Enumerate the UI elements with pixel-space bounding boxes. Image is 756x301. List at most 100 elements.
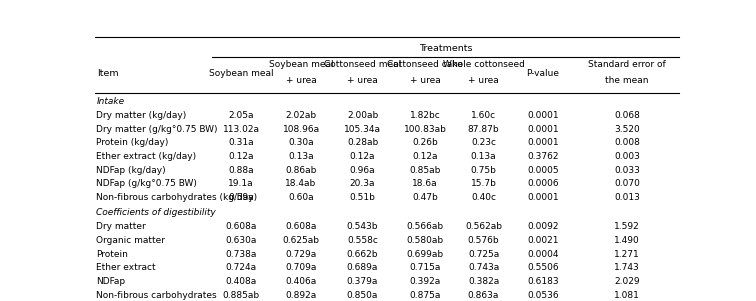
Text: 100.83ab: 100.83ab — [404, 125, 446, 134]
Text: NDFap (g/kg°0.75 BW): NDFap (g/kg°0.75 BW) — [96, 179, 197, 188]
Text: Treatments: Treatments — [419, 44, 472, 53]
Text: 0.28ab: 0.28ab — [347, 138, 378, 147]
Text: 0.850a: 0.850a — [347, 291, 378, 300]
Text: 18.6a: 18.6a — [412, 179, 438, 188]
Text: 0.0005: 0.0005 — [527, 166, 559, 175]
Text: 0.6183: 0.6183 — [527, 277, 559, 286]
Text: 0.26b: 0.26b — [412, 138, 438, 147]
Text: Soybean meal: Soybean meal — [268, 60, 333, 69]
Text: 0.406a: 0.406a — [286, 277, 317, 286]
Text: 108.96a: 108.96a — [283, 125, 320, 134]
Text: Item: Item — [98, 69, 119, 78]
Text: 0.40c: 0.40c — [471, 193, 496, 202]
Text: Standard error of: Standard error of — [588, 60, 666, 69]
Text: 0.662b: 0.662b — [347, 250, 378, 259]
Text: 113.02a: 113.02a — [222, 125, 259, 134]
Text: Non-fibrous carbohydrates: Non-fibrous carbohydrates — [96, 291, 217, 300]
Text: 0.008: 0.008 — [614, 138, 640, 147]
Text: Non-fibrous carbohydrates (kg/day): Non-fibrous carbohydrates (kg/day) — [96, 193, 257, 202]
Text: 0.625ab: 0.625ab — [283, 236, 320, 245]
Text: 0.743a: 0.743a — [468, 263, 499, 272]
Text: NDFap (kg/day): NDFap (kg/day) — [96, 166, 166, 175]
Text: Protein (kg/day): Protein (kg/day) — [96, 138, 169, 147]
Text: 0.31a: 0.31a — [228, 138, 254, 147]
Text: 0.382a: 0.382a — [468, 277, 499, 286]
Text: 0.608a: 0.608a — [285, 222, 317, 231]
Text: 1.743: 1.743 — [614, 263, 640, 272]
Text: NDFap: NDFap — [96, 277, 125, 286]
Text: 0.59a: 0.59a — [228, 193, 254, 202]
Text: 0.23c: 0.23c — [471, 138, 496, 147]
Text: P-value: P-value — [526, 69, 559, 78]
Text: 0.608a: 0.608a — [225, 222, 257, 231]
Text: 1.82bc: 1.82bc — [410, 111, 440, 120]
Text: 105.34a: 105.34a — [344, 125, 381, 134]
Text: 0.724a: 0.724a — [225, 263, 256, 272]
Text: 0.576b: 0.576b — [468, 236, 500, 245]
Text: 0.875a: 0.875a — [409, 291, 441, 300]
Text: 0.580ab: 0.580ab — [407, 236, 444, 245]
Text: 0.543b: 0.543b — [347, 222, 378, 231]
Text: 0.0092: 0.0092 — [527, 222, 559, 231]
Text: + urea: + urea — [410, 76, 440, 85]
Text: 0.13a: 0.13a — [288, 152, 314, 161]
Text: 0.725a: 0.725a — [468, 250, 499, 259]
Text: 87.87b: 87.87b — [468, 125, 500, 134]
Text: 0.60a: 0.60a — [288, 193, 314, 202]
Text: 2.02ab: 2.02ab — [286, 111, 317, 120]
Text: Protein: Protein — [96, 250, 128, 259]
Text: + urea: + urea — [468, 76, 499, 85]
Text: 0.13a: 0.13a — [471, 152, 497, 161]
Text: 0.558c: 0.558c — [347, 236, 378, 245]
Text: 0.0001: 0.0001 — [527, 111, 559, 120]
Text: 0.85ab: 0.85ab — [409, 166, 441, 175]
Text: 0.033: 0.033 — [614, 166, 640, 175]
Text: 0.070: 0.070 — [614, 179, 640, 188]
Text: Dry matter: Dry matter — [96, 222, 146, 231]
Text: 0.0004: 0.0004 — [527, 250, 559, 259]
Text: 18.4ab: 18.4ab — [286, 179, 317, 188]
Text: 0.0021: 0.0021 — [527, 236, 559, 245]
Text: 19.1a: 19.1a — [228, 179, 254, 188]
Text: 0.630a: 0.630a — [225, 236, 257, 245]
Text: 0.51b: 0.51b — [349, 193, 376, 202]
Text: 0.0001: 0.0001 — [527, 193, 559, 202]
Text: 0.5506: 0.5506 — [527, 263, 559, 272]
Text: 2.00ab: 2.00ab — [347, 111, 378, 120]
Text: Dry matter (g/kg°0.75 BW): Dry matter (g/kg°0.75 BW) — [96, 125, 218, 134]
Text: + urea: + urea — [347, 76, 378, 85]
Text: 0.729a: 0.729a — [286, 250, 317, 259]
Text: 1.081: 1.081 — [614, 291, 640, 300]
Text: 0.013: 0.013 — [614, 193, 640, 202]
Text: 0.3762: 0.3762 — [527, 152, 559, 161]
Text: Soybean meal: Soybean meal — [209, 69, 273, 78]
Text: 1.60c: 1.60c — [471, 111, 496, 120]
Text: 0.0536: 0.0536 — [527, 291, 559, 300]
Text: 15.7b: 15.7b — [470, 179, 497, 188]
Text: 0.96a: 0.96a — [350, 166, 376, 175]
Text: 0.699ab: 0.699ab — [407, 250, 444, 259]
Text: 1.592: 1.592 — [614, 222, 640, 231]
Text: the mean: the mean — [606, 76, 649, 85]
Text: 0.0001: 0.0001 — [527, 138, 559, 147]
Text: 0.75b: 0.75b — [470, 166, 497, 175]
Text: 0.863a: 0.863a — [468, 291, 499, 300]
Text: 2.029: 2.029 — [615, 277, 640, 286]
Text: 0.12a: 0.12a — [228, 152, 254, 161]
Text: 0.392a: 0.392a — [409, 277, 441, 286]
Text: 0.885ab: 0.885ab — [222, 291, 259, 300]
Text: 0.379a: 0.379a — [347, 277, 378, 286]
Text: Ether extract (kg/day): Ether extract (kg/day) — [96, 152, 197, 161]
Text: 0.408a: 0.408a — [225, 277, 256, 286]
Text: 0.566ab: 0.566ab — [407, 222, 444, 231]
Text: 0.562ab: 0.562ab — [465, 222, 502, 231]
Text: 0.0001: 0.0001 — [527, 125, 559, 134]
Text: 0.12a: 0.12a — [412, 152, 438, 161]
Text: 0.0006: 0.0006 — [527, 179, 559, 188]
Text: 3.520: 3.520 — [614, 125, 640, 134]
Text: 0.86ab: 0.86ab — [285, 166, 317, 175]
Text: Whole cottonseed: Whole cottonseed — [442, 60, 525, 69]
Text: 0.892a: 0.892a — [286, 291, 317, 300]
Text: 2.05a: 2.05a — [228, 111, 254, 120]
Text: 0.738a: 0.738a — [225, 250, 257, 259]
